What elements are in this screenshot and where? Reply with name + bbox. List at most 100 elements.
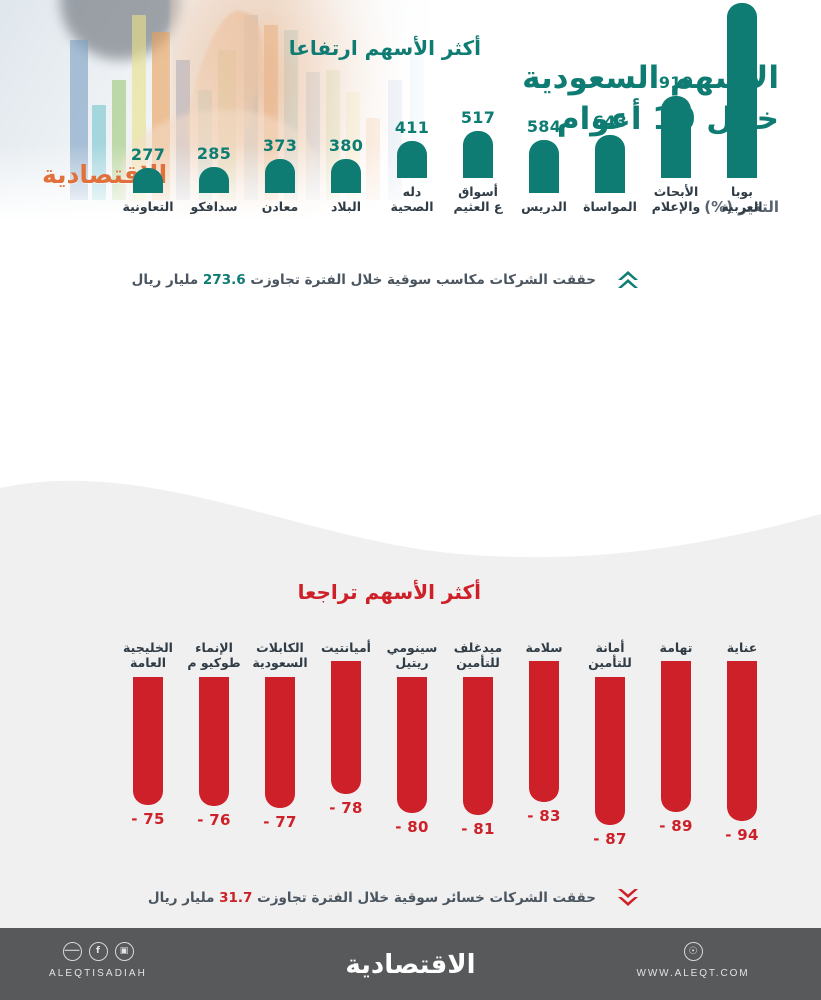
bar-column: 643 المواساة bbox=[579, 112, 641, 214]
bar-value-label: 380 bbox=[328, 135, 364, 155]
bar-label-line: البلاد bbox=[331, 198, 361, 214]
bar-value-label: 89 - bbox=[659, 817, 693, 836]
bar-category-label: سلامة bbox=[513, 640, 575, 655]
twitter-icon[interactable]: ⸺ bbox=[62, 942, 82, 961]
gainers-caption: حققت الشركات مكاسب سوقية خلال الفترة تجا… bbox=[132, 272, 596, 288]
bar-label-line: المواساة bbox=[583, 198, 637, 214]
bar-category-label: بوبا العربية bbox=[711, 184, 773, 215]
bar-value-label: 87 - bbox=[593, 829, 627, 848]
bar-value-label: 584 bbox=[526, 116, 562, 136]
bar-category-label: سدافكو bbox=[183, 199, 245, 214]
bar-category-label: الدريس bbox=[513, 199, 575, 214]
bar-label-line: الإنماء bbox=[195, 640, 233, 655]
bar-label-line: التعاونية bbox=[122, 198, 174, 214]
losers-caption-suffix: مليار ريال bbox=[147, 890, 215, 906]
losers-heading: أكثر الأسهم تراجعا bbox=[297, 580, 481, 604]
bar-column: تهامة 89 - bbox=[645, 640, 707, 835]
bar-label-line: السعودية bbox=[252, 655, 308, 671]
bar-shape bbox=[463, 130, 493, 178]
bar-column: سلامة 83 - bbox=[513, 640, 575, 825]
bar-category-label: أمانة للتأمين bbox=[579, 640, 641, 671]
bar-shape bbox=[595, 134, 625, 193]
footer-social-icons: ▣ f ⸺ bbox=[38, 942, 158, 961]
losers-caption: حققت الشركات خسائر سوقية خلال الفترة تجا… bbox=[148, 890, 596, 906]
instagram-icon[interactable]: ▣ bbox=[114, 942, 134, 961]
bar-category-label: ميدغلف للتأمين bbox=[447, 640, 509, 671]
chart-unit-subtitle: التغير (%) bbox=[704, 198, 779, 216]
bar-label-line: أسواق bbox=[458, 183, 498, 199]
bar-category-label: الخليجية العامة bbox=[117, 640, 179, 671]
bar-shape bbox=[727, 661, 757, 822]
gainers-heading: أكثر الأسهم ارتفاعا bbox=[288, 36, 481, 60]
footer-social-handle: ALEQTISADIAH bbox=[49, 968, 147, 979]
bar-shape bbox=[661, 661, 691, 813]
bar-value-label: 80 - bbox=[395, 817, 429, 836]
bar-label-line: أميانتيت bbox=[321, 640, 371, 655]
bar-value-label: 83 - bbox=[527, 807, 561, 826]
bar-category-label: تهامة bbox=[645, 640, 707, 655]
footer-bar: ▣ f ⸺ ALEQTISADIAH الاقتصادية ☉ WWW.ALEQ… bbox=[0, 928, 821, 1000]
bar-shape bbox=[529, 139, 559, 193]
bar-label-line: الصحية bbox=[390, 198, 434, 214]
header-photo bbox=[0, 0, 470, 232]
bar-label-line: ميدغلف bbox=[453, 640, 503, 655]
bar-category-label: الكابلات السعودية bbox=[249, 640, 311, 671]
bar-shape bbox=[133, 676, 163, 805]
bar-column: أميانتيت 78 - bbox=[315, 640, 377, 817]
bar-label-line: العربية bbox=[721, 198, 763, 214]
bar-column: 1942بوباالعربية bbox=[711, 0, 773, 214]
bar-shape bbox=[529, 661, 559, 803]
bar-value-label: 411 bbox=[394, 117, 430, 137]
bar-column: الكابلات السعودية 77 - bbox=[249, 640, 311, 831]
gainers-caption-prefix: حققت الشركات مكاسب سوقية خلال الفترة تجا… bbox=[250, 272, 596, 288]
bar-category-label: عناية bbox=[711, 640, 773, 655]
bar-shape bbox=[265, 676, 295, 808]
globe-icon[interactable]: ☉ bbox=[683, 942, 703, 961]
bar-column: 517 أسواق ع العثيم bbox=[447, 108, 509, 215]
bar-category-label: دله الصحية bbox=[381, 184, 443, 215]
bar-category-label: معادن bbox=[249, 199, 311, 214]
header-section: الاقتصادية الأسهم السعودية خلال 10 أعوام… bbox=[0, 0, 821, 232]
bar-shape bbox=[397, 676, 427, 813]
bar-value-label: 285 bbox=[196, 143, 232, 163]
bar-category-label: سينومي ريتيل bbox=[381, 640, 443, 671]
bar-shape bbox=[199, 166, 229, 193]
bar-shape bbox=[727, 2, 757, 178]
bar-column: 285 سدافكو bbox=[183, 144, 245, 214]
bar-label-line: الدريس bbox=[521, 198, 567, 214]
bar-label-line: بوبا bbox=[731, 183, 753, 199]
gainers-caption-suffix: مليار ريال bbox=[131, 272, 199, 288]
bar-shape bbox=[595, 676, 625, 825]
bar-label-line: ع العثيم bbox=[453, 198, 503, 214]
bar-value-label: 78 - bbox=[329, 799, 363, 818]
losers-caption-prefix: حققت الشركات خسائر سوقية خلال الفترة تجا… bbox=[257, 890, 596, 906]
facebook-icon[interactable]: f bbox=[88, 942, 108, 961]
bar-label-line: دله bbox=[402, 183, 422, 199]
bar-value-label: 277 bbox=[130, 144, 166, 164]
bar-category-label: التعاونية bbox=[117, 199, 179, 214]
bar-column: 380 البلاد bbox=[315, 136, 377, 214]
bar-column: أمانة للتأمين 87 - bbox=[579, 640, 641, 848]
bar-label-line: للتأمين bbox=[456, 655, 500, 671]
bar-category-label: أميانتيت bbox=[315, 640, 377, 655]
bar-label-line: سدافكو bbox=[190, 198, 238, 214]
bar-shape bbox=[199, 676, 229, 806]
bar-category-label: أسواق ع العثيم bbox=[447, 184, 509, 215]
gainers-caption-value: 273.6 bbox=[202, 272, 246, 288]
bar-shape bbox=[331, 661, 361, 795]
bar-column: 373 معادن bbox=[249, 136, 311, 214]
bar-value-label: 910 bbox=[658, 72, 694, 92]
bar-value-label: 643 bbox=[592, 111, 628, 131]
losers-caption-value: 31.7 bbox=[219, 890, 253, 906]
bar-shape bbox=[661, 95, 691, 178]
footer-social-group: ▣ f ⸺ ALEQTISADIAH bbox=[38, 942, 158, 979]
photo-fade-bottom bbox=[0, 144, 470, 232]
losers-bar-chart: عناية 94 - تهامة 89 - أمانة للتأمين 87 - سلامة 8… bbox=[0, 640, 821, 880]
bar-label-line: الخليجية bbox=[123, 640, 173, 655]
bar-label-line: والإعلام bbox=[651, 198, 701, 214]
bar-category-label: الأبحاث والإعلام bbox=[645, 184, 707, 215]
bar-label-line: العامة bbox=[129, 655, 167, 671]
bar-shape bbox=[265, 158, 295, 193]
footer-logo: الاقتصادية bbox=[345, 950, 476, 980]
